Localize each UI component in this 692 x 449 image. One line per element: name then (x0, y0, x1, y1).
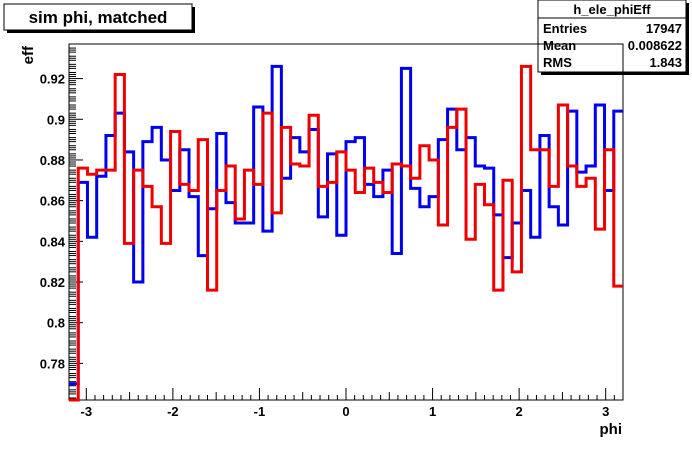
title-box: sim phi, matched (3, 3, 195, 33)
x-tick-label: -2 (167, 404, 179, 419)
x-tick-label: 0 (342, 404, 349, 419)
x-tick-label: -3 (81, 404, 93, 419)
stats-value-rms: 1.843 (649, 55, 682, 70)
y-tick-label: 0.92 (40, 72, 65, 87)
y-tick-label: 0.78 (40, 356, 65, 371)
stats-label-mean: Mean (543, 38, 576, 53)
y-tick-label: 0.82 (40, 275, 65, 290)
y-tick-label: 0.8 (47, 316, 65, 331)
stats-value-entries: 17947 (646, 21, 682, 36)
x-tick-label: 1 (429, 404, 436, 419)
series-line-2 (69, 64, 623, 402)
stats-box-name: h_ele_phiEff (573, 2, 651, 17)
axis-ticks: -3 -2 -1 0 1 2 3 0.78 0.8 0.82 0.84 0.86 0.88 0.9 0.92 (40, 43, 624, 419)
stats-box: h_ele_phiEff Entries 17947 Mean 0.008622… (537, 0, 689, 75)
series-group (69, 64, 623, 402)
x-tick-label: 2 (516, 404, 523, 419)
y-tick-label: 0.9 (47, 112, 65, 127)
y-tick-label: 0.84 (40, 234, 66, 249)
y-tick-label: 0.86 (40, 194, 65, 209)
stats-label-rms: RMS (543, 55, 572, 70)
stats-label-entries: Entries (543, 21, 587, 36)
x-tick-label: -1 (254, 404, 266, 419)
x-tick-label: 3 (602, 404, 609, 419)
chart-title: sim phi, matched (29, 8, 168, 27)
series-line-1 (69, 64, 623, 386)
stats-value-mean: 0.008622 (628, 38, 682, 53)
x-axis-label: phi (600, 421, 623, 438)
y-axis-label: eff (20, 45, 37, 64)
y-tick-label: 0.88 (40, 153, 65, 168)
